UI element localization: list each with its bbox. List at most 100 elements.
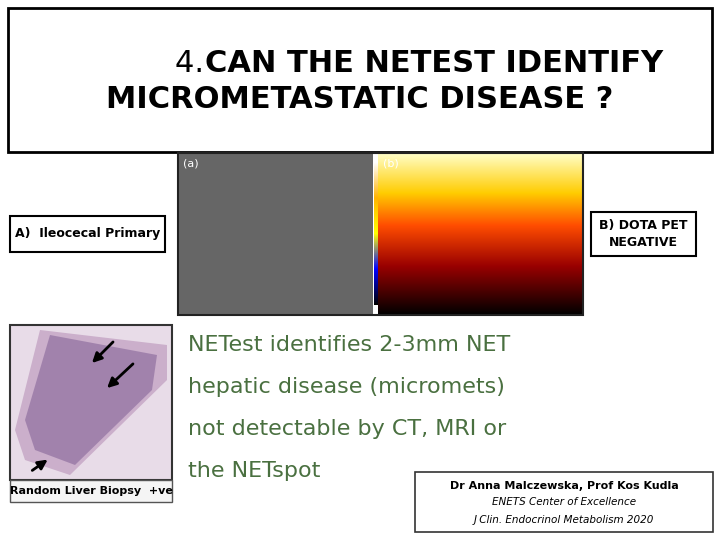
Bar <box>378 157 583 158</box>
Bar <box>378 222 583 223</box>
Bar <box>378 158 583 159</box>
Bar <box>374 243 378 244</box>
Bar <box>378 303 583 304</box>
Bar <box>378 221 583 222</box>
Bar <box>374 297 378 298</box>
Bar <box>378 295 583 296</box>
Bar <box>374 282 378 283</box>
Bar <box>374 228 378 229</box>
Bar <box>374 236 378 237</box>
Bar <box>374 218 378 219</box>
Bar <box>374 215 378 216</box>
Bar <box>378 160 583 161</box>
Bar <box>374 206 378 207</box>
Bar <box>415 472 713 532</box>
Bar <box>378 306 583 307</box>
Bar <box>378 285 583 286</box>
Polygon shape <box>25 335 157 465</box>
Bar <box>378 216 583 217</box>
Bar <box>374 275 378 276</box>
Bar <box>374 199 378 200</box>
Bar <box>374 262 378 263</box>
Bar <box>374 201 378 202</box>
Bar <box>378 173 583 174</box>
Bar <box>374 211 378 212</box>
Bar <box>374 181 378 182</box>
Bar <box>378 273 583 274</box>
Bar <box>378 267 583 268</box>
Bar <box>374 233 378 234</box>
Bar <box>378 209 583 210</box>
Bar <box>378 286 583 287</box>
Bar <box>378 250 583 251</box>
Bar <box>378 207 583 208</box>
Bar <box>374 245 378 246</box>
Bar <box>378 233 583 234</box>
Bar <box>378 235 583 236</box>
Bar <box>378 309 583 310</box>
Bar <box>378 156 583 157</box>
Bar <box>374 273 378 274</box>
Bar <box>378 169 583 170</box>
Bar <box>378 232 583 233</box>
Bar <box>378 204 583 205</box>
Bar <box>374 180 378 181</box>
Bar <box>374 175 378 176</box>
Bar <box>378 193 583 194</box>
Bar <box>374 303 378 304</box>
Bar <box>374 298 378 299</box>
Bar <box>378 211 583 212</box>
Bar <box>378 297 583 298</box>
Bar <box>378 197 583 198</box>
Bar <box>378 313 583 314</box>
Bar <box>378 299 583 300</box>
Bar <box>374 216 378 217</box>
Bar <box>374 264 378 265</box>
Bar <box>378 175 583 176</box>
Bar <box>374 295 378 296</box>
Bar <box>374 223 378 224</box>
Bar <box>374 214 378 215</box>
Bar <box>378 244 583 245</box>
Bar <box>374 168 378 169</box>
Bar <box>374 172 378 173</box>
Bar <box>378 265 583 266</box>
Bar <box>374 248 378 249</box>
Bar <box>374 192 378 193</box>
Bar <box>374 304 378 305</box>
Bar <box>374 178 378 179</box>
Bar <box>374 207 378 208</box>
Bar <box>374 254 378 255</box>
Bar <box>374 234 378 235</box>
Bar <box>374 166 378 167</box>
Bar <box>378 186 583 187</box>
Text: 4.: 4. <box>175 50 214 78</box>
Bar <box>378 308 583 309</box>
Bar <box>374 226 378 227</box>
Bar <box>374 190 378 191</box>
Bar <box>378 200 583 201</box>
Bar <box>374 300 378 301</box>
Bar <box>378 270 583 271</box>
Bar <box>374 167 378 168</box>
Bar <box>378 218 583 219</box>
Bar <box>378 199 583 200</box>
Bar <box>374 296 378 297</box>
Bar <box>378 251 583 252</box>
Bar <box>378 176 583 177</box>
Bar <box>374 165 378 166</box>
Text: MICROMETASTATIC DISEASE ?: MICROMETASTATIC DISEASE ? <box>107 85 613 114</box>
Bar <box>378 167 583 168</box>
Bar <box>378 291 583 292</box>
Bar <box>378 241 583 242</box>
Bar <box>378 234 583 235</box>
Bar <box>178 153 583 315</box>
Bar <box>374 198 378 199</box>
Bar <box>178 153 373 315</box>
Bar <box>378 213 583 214</box>
Polygon shape <box>15 330 167 475</box>
Bar <box>378 248 583 249</box>
Bar <box>374 279 378 280</box>
Bar <box>378 185 583 186</box>
Bar <box>8 8 712 152</box>
